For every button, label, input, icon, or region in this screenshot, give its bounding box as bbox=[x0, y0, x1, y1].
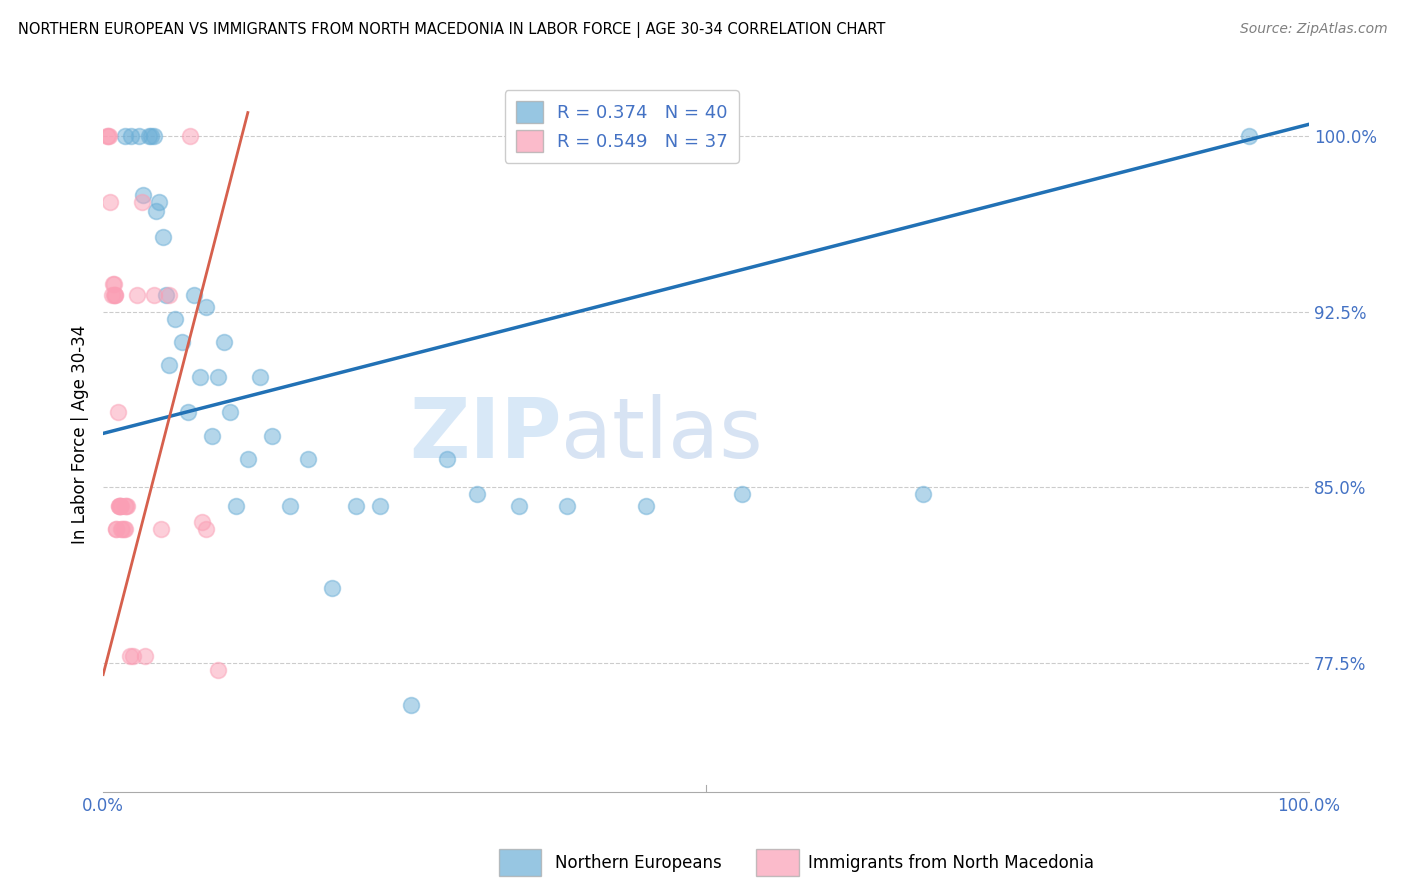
Point bbox=[98, 128, 121, 143]
Point bbox=[107, 499, 129, 513]
Legend: R = 0.374   N = 40, R = 0.549   N = 37: R = 0.374 N = 40, R = 0.549 N = 37 bbox=[505, 90, 738, 163]
Point bbox=[134, 648, 156, 663]
Point bbox=[159, 359, 181, 373]
Point bbox=[508, 499, 530, 513]
Point bbox=[103, 277, 125, 291]
Point bbox=[260, 428, 283, 442]
Point bbox=[225, 499, 247, 513]
Point bbox=[145, 203, 167, 218]
Point bbox=[100, 288, 122, 302]
Point bbox=[465, 487, 488, 501]
Point bbox=[103, 288, 125, 302]
Text: ZIP: ZIP bbox=[409, 394, 561, 475]
Point bbox=[207, 663, 229, 677]
Point bbox=[194, 523, 217, 537]
Point bbox=[108, 499, 131, 513]
Point bbox=[321, 581, 343, 595]
Point bbox=[436, 452, 458, 467]
Point bbox=[370, 499, 392, 513]
Point bbox=[212, 334, 235, 349]
Point bbox=[155, 288, 177, 302]
Point bbox=[249, 370, 271, 384]
Point bbox=[201, 428, 224, 442]
Point bbox=[278, 499, 301, 513]
Point bbox=[115, 499, 138, 513]
Text: NORTHERN EUROPEAN VS IMMIGRANTS FROM NORTH MACEDONIA IN LABOR FORCE | AGE 30-34 : NORTHERN EUROPEAN VS IMMIGRANTS FROM NOR… bbox=[18, 22, 886, 38]
Point bbox=[107, 499, 129, 513]
Text: atlas: atlas bbox=[561, 394, 763, 475]
Point bbox=[141, 128, 163, 143]
Point bbox=[97, 128, 120, 143]
Point bbox=[117, 499, 139, 513]
Point bbox=[344, 499, 367, 513]
Point bbox=[191, 516, 214, 530]
Point bbox=[111, 523, 134, 537]
Point bbox=[105, 523, 128, 537]
Point bbox=[142, 128, 165, 143]
Point bbox=[176, 405, 198, 419]
Point bbox=[731, 487, 754, 501]
Point bbox=[236, 452, 259, 467]
Text: Source: ZipAtlas.com: Source: ZipAtlas.com bbox=[1240, 22, 1388, 37]
Point bbox=[132, 187, 155, 202]
Point bbox=[194, 300, 217, 314]
Point bbox=[108, 499, 131, 513]
Point bbox=[159, 288, 181, 302]
Y-axis label: In Labor Force | Age 30-34: In Labor Force | Age 30-34 bbox=[72, 325, 89, 544]
Point bbox=[107, 405, 129, 419]
Point bbox=[110, 499, 132, 513]
Point bbox=[1237, 128, 1260, 143]
Point bbox=[110, 523, 132, 537]
Point bbox=[122, 648, 145, 663]
Point bbox=[634, 499, 657, 513]
Point bbox=[138, 128, 160, 143]
Point bbox=[150, 523, 173, 537]
Point bbox=[297, 452, 319, 467]
Point bbox=[114, 523, 136, 537]
Point bbox=[188, 370, 211, 384]
Point bbox=[104, 288, 127, 302]
Point bbox=[128, 128, 150, 143]
Point bbox=[557, 499, 579, 513]
Point bbox=[218, 405, 240, 419]
Point bbox=[183, 288, 205, 302]
Text: Immigrants from North Macedonia: Immigrants from North Macedonia bbox=[808, 855, 1094, 872]
Point bbox=[114, 499, 136, 513]
Point bbox=[179, 128, 201, 143]
Point bbox=[131, 194, 153, 209]
Point bbox=[148, 194, 170, 209]
Point bbox=[112, 523, 135, 537]
Point bbox=[101, 277, 124, 291]
Point bbox=[125, 288, 148, 302]
Point bbox=[104, 288, 127, 302]
Point bbox=[105, 523, 128, 537]
Point bbox=[207, 370, 229, 384]
Point bbox=[114, 128, 136, 143]
Point bbox=[165, 311, 187, 326]
Point bbox=[98, 194, 121, 209]
Point bbox=[170, 334, 193, 349]
Point bbox=[399, 698, 422, 712]
Text: Northern Europeans: Northern Europeans bbox=[555, 855, 723, 872]
Point bbox=[142, 288, 165, 302]
Point bbox=[120, 128, 142, 143]
Point bbox=[96, 128, 118, 143]
Point bbox=[152, 229, 174, 244]
Point bbox=[912, 487, 935, 501]
Point bbox=[118, 648, 141, 663]
